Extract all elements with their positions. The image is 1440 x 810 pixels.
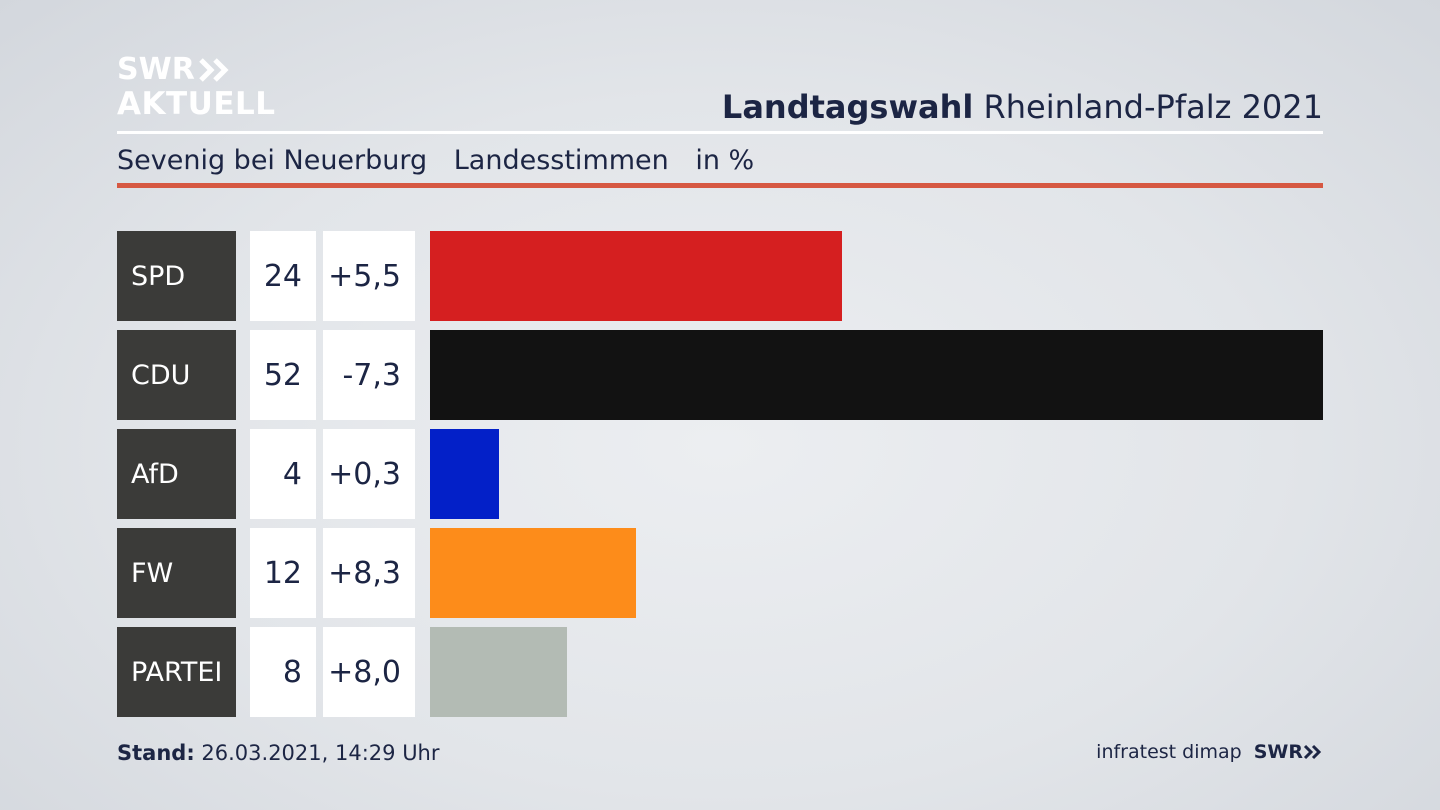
chart-row-afd: AfD 4 +0,3 — [117, 429, 1323, 519]
bar-partei — [430, 627, 568, 717]
change-label: -7,3 — [323, 330, 415, 420]
logo-swr-text: SWR — [117, 52, 195, 87]
bar-afd — [430, 429, 499, 519]
chart-row-spd: SPD 24 +5,5 — [117, 231, 1323, 321]
subtitle-measure: Landesstimmen — [453, 145, 669, 176]
title-regular: Rheinland-Pfalz 2021 — [983, 88, 1323, 126]
subtitle-unit: in % — [695, 145, 755, 176]
value-label: 4 — [250, 429, 316, 519]
double-chevron-icon — [199, 58, 229, 82]
party-label: FW — [117, 528, 236, 618]
chart-row-cdu: CDU 52 -7,3 — [117, 330, 1323, 420]
source-text: infratest dimap — [1096, 741, 1242, 763]
timestamp: Stand: 26.03.2021, 14:29 Uhr — [117, 741, 440, 765]
bar-chart: SPD 24 +5,5 CDU 52 -7,3 AfD 4 +0,3 FW 12 +8,3 PARTEI… — [117, 231, 1323, 717]
party-label: CDU — [117, 330, 236, 420]
logo-aktuell-text: AKTUELL — [117, 86, 276, 122]
subtitle-location: Sevenig bei Neuerburg — [117, 145, 428, 176]
stand-label: Stand: — [117, 741, 195, 765]
footer-double-chevron-icon — [1303, 744, 1322, 760]
swr-aktuell-logo: SWR AKTUELL — [117, 55, 276, 120]
party-label: SPD — [117, 231, 236, 321]
footer-swr-logo: SWR — [1254, 741, 1323, 763]
chart-subtitle: Sevenig bei Neuerburg Landesstimmen in % — [117, 145, 772, 176]
value-label: 12 — [250, 528, 316, 618]
value-label: 8 — [250, 627, 316, 717]
chart-title: Landtagswahl Rheinland-Pfalz 2021 — [722, 88, 1323, 126]
change-label: +5,5 — [323, 231, 415, 321]
subtitle-divider — [117, 183, 1323, 188]
stand-value: 26.03.2021, 14:29 Uhr — [201, 741, 440, 765]
header-divider — [117, 131, 1323, 134]
party-label: PARTEI — [117, 627, 236, 717]
source-credit: infratest dimap SWR — [1096, 741, 1323, 763]
bar-spd — [430, 231, 843, 321]
chart-row-partei: PARTEI 8 +8,0 — [117, 627, 1323, 717]
value-label: 24 — [250, 231, 316, 321]
title-bold: Landtagswahl — [721, 88, 974, 126]
bar-cdu — [430, 330, 1323, 420]
change-label: +0,3 — [323, 429, 415, 519]
value-label: 52 — [250, 330, 316, 420]
change-label: +8,3 — [323, 528, 415, 618]
party-label: AfD — [117, 429, 236, 519]
bar-fw — [430, 528, 637, 618]
chart-row-fw: FW 12 +8,3 — [117, 528, 1323, 618]
change-label: +8,0 — [323, 627, 415, 717]
footer-brand-text: SWR — [1253, 741, 1303, 763]
